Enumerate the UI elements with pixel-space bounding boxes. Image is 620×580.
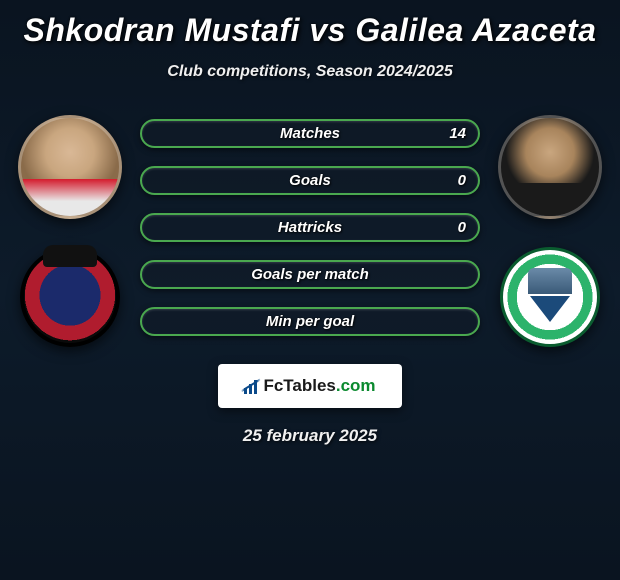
stat-row-min-per-goal: Min per goal: [140, 307, 480, 336]
player1-club-crest: [20, 247, 120, 347]
date-label: 25 february 2025: [0, 426, 620, 446]
chart-icon: [244, 378, 257, 394]
stat-right-value: 0: [458, 172, 466, 189]
comparison-panel: Matches 14 Goals 0 Hattricks 0 Goals per…: [0, 115, 620, 408]
player1-avatar: [18, 115, 122, 219]
page-title: Shkodran Mustafi vs Galilea Azaceta: [0, 0, 620, 49]
stat-label: Goals per match: [251, 266, 369, 283]
stat-row-goals-per-match: Goals per match: [140, 260, 480, 289]
stat-row-hattricks: Hattricks 0: [140, 213, 480, 242]
stat-right-value: 14: [449, 125, 466, 142]
stat-label: Goals: [289, 172, 331, 189]
stat-label: Hattricks: [278, 219, 342, 236]
brand-badge: FcTables.com: [218, 364, 401, 408]
stats-list: Matches 14 Goals 0 Hattricks 0 Goals per…: [140, 115, 480, 408]
left-column: [18, 115, 122, 347]
stat-label: Min per goal: [266, 313, 354, 330]
stat-right-value: 0: [458, 219, 466, 236]
stat-row-goals: Goals 0: [140, 166, 480, 195]
brand-text: FcTables.com: [263, 376, 375, 396]
stat-row-matches: Matches 14: [140, 119, 480, 148]
player2-avatar: [498, 115, 602, 219]
brand-suffix: .com: [336, 376, 376, 395]
right-column: [498, 115, 602, 347]
stat-label: Matches: [280, 125, 340, 142]
player2-club-crest: [500, 247, 600, 347]
subtitle: Club competitions, Season 2024/2025: [0, 63, 620, 81]
brand-name: FcTables: [263, 376, 335, 395]
